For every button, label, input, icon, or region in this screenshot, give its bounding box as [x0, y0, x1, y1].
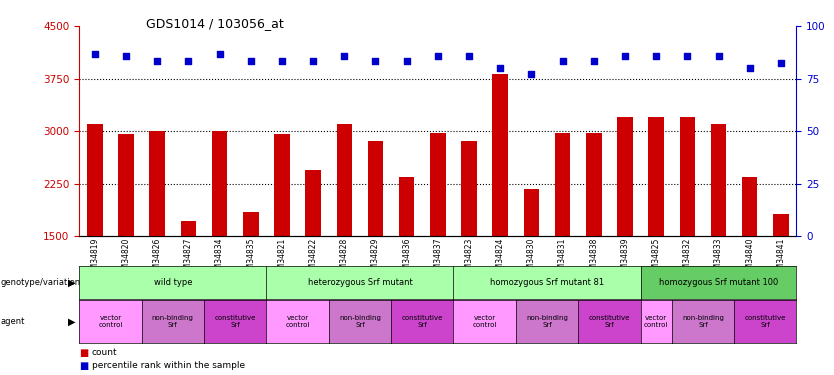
- Text: agent: agent: [1, 317, 25, 326]
- Point: [618, 53, 631, 58]
- Point: [369, 58, 382, 64]
- Bar: [524, 189, 540, 341]
- Bar: [212, 130, 228, 341]
- Point: [400, 58, 414, 64]
- Bar: [555, 133, 570, 341]
- Bar: [586, 133, 601, 341]
- Text: homozygous Srf mutant 81: homozygous Srf mutant 81: [490, 278, 604, 287]
- Text: ▶: ▶: [68, 278, 75, 287]
- Bar: [336, 124, 352, 341]
- Point: [119, 53, 133, 58]
- Bar: [274, 134, 289, 341]
- Text: non-binding
Srf: non-binding Srf: [526, 315, 568, 328]
- Bar: [181, 221, 196, 341]
- Bar: [430, 133, 445, 341]
- Point: [712, 53, 726, 58]
- Bar: [305, 170, 321, 341]
- Text: vector
control: vector control: [472, 315, 497, 328]
- Point: [462, 53, 475, 58]
- Text: constitutive
Srf: constitutive Srf: [589, 315, 630, 328]
- Text: non-binding
Srf: non-binding Srf: [339, 315, 381, 328]
- Point: [244, 58, 258, 64]
- Bar: [680, 117, 695, 341]
- Bar: [617, 117, 633, 341]
- Point: [213, 51, 226, 57]
- Point: [431, 53, 445, 58]
- Text: constitutive
Srf: constitutive Srf: [214, 315, 256, 328]
- Point: [774, 60, 787, 66]
- Bar: [243, 212, 259, 341]
- Text: count: count: [92, 348, 118, 357]
- Text: wild type: wild type: [153, 278, 192, 287]
- Point: [556, 58, 570, 64]
- Bar: [461, 141, 477, 341]
- Point: [182, 58, 195, 64]
- Text: non-binding
Srf: non-binding Srf: [682, 315, 724, 328]
- Point: [681, 53, 694, 58]
- Point: [306, 58, 319, 64]
- Bar: [149, 131, 165, 341]
- Text: genotype/variation: genotype/variation: [1, 278, 81, 287]
- Point: [525, 71, 538, 77]
- Bar: [742, 177, 757, 341]
- Bar: [399, 177, 414, 341]
- Point: [650, 53, 663, 58]
- Point: [88, 51, 102, 57]
- Bar: [87, 124, 103, 341]
- Text: vector
control: vector control: [644, 315, 668, 328]
- Bar: [118, 134, 133, 341]
- Text: vector
control: vector control: [285, 315, 309, 328]
- Text: GDS1014 / 103056_at: GDS1014 / 103056_at: [146, 17, 284, 30]
- Bar: [492, 74, 508, 341]
- Point: [150, 58, 163, 64]
- Point: [494, 65, 507, 71]
- Text: percentile rank within the sample: percentile rank within the sample: [92, 362, 245, 370]
- Text: non-binding
Srf: non-binding Srf: [152, 315, 193, 328]
- Text: constitutive
Srf: constitutive Srf: [745, 315, 786, 328]
- Bar: [648, 117, 664, 341]
- Text: vector
control: vector control: [98, 315, 123, 328]
- Bar: [773, 214, 789, 341]
- Text: ■: ■: [79, 348, 88, 358]
- Text: heterozygous Srf mutant: heterozygous Srf mutant: [308, 278, 412, 287]
- Text: ▶: ▶: [68, 316, 75, 327]
- Text: ■: ■: [79, 361, 88, 371]
- Point: [275, 58, 289, 64]
- Text: constitutive
Srf: constitutive Srf: [401, 315, 443, 328]
- Bar: [711, 124, 726, 341]
- Point: [587, 58, 600, 64]
- Point: [743, 65, 756, 71]
- Point: [338, 53, 351, 58]
- Text: homozygous Srf mutant 100: homozygous Srf mutant 100: [659, 278, 778, 287]
- Bar: [368, 141, 384, 341]
